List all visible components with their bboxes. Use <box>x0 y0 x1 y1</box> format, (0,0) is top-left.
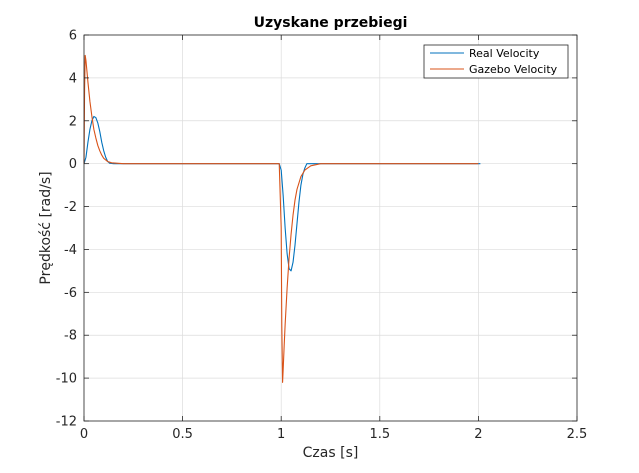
x-axis-label: Czas [s] <box>303 445 359 461</box>
y-tick-label: -4 <box>64 243 77 258</box>
y-tick-label: -6 <box>64 286 77 301</box>
x-tick-label: 0 <box>80 427 88 442</box>
x-tick-label: 1 <box>277 427 285 442</box>
legend: Real Velocity Gazebo Velocity <box>423 44 569 79</box>
plot-area <box>84 35 577 421</box>
x-tick-label: 2 <box>474 427 482 442</box>
y-tick-label: 2 <box>69 114 77 129</box>
y-tick-label: -2 <box>64 200 77 215</box>
y-axis-label: Prędkość [rad/s] <box>38 171 54 284</box>
x-tick-label: 1.5 <box>369 427 390 442</box>
chart-title: Uzyskane przebiegi <box>254 15 408 31</box>
y-tick-label: -12 <box>56 415 77 430</box>
x-tick-label: 2.5 <box>567 427 588 442</box>
legend-label-gazebo-velocity: Gazebo Velocity <box>469 63 558 76</box>
x-tick-label: 0.5 <box>172 427 193 442</box>
legend-label-real-velocity: Real Velocity <box>469 47 540 60</box>
y-tick-label: 6 <box>69 29 77 44</box>
series-layer <box>83 54 481 383</box>
ticks: 0 0.5 1 1.5 2 2.5 -12 -10 -8 -6 -4 -2 0 2 4 6 <box>56 29 588 443</box>
y-tick-label: 0 <box>69 157 77 172</box>
y-tick-label: -10 <box>56 372 77 387</box>
y-tick-label: -8 <box>64 329 77 344</box>
legend-box <box>423 44 569 79</box>
series-line-gazebo-velocity <box>83 54 479 383</box>
y-tick-label: 4 <box>69 71 77 86</box>
axes-box <box>83 34 578 422</box>
